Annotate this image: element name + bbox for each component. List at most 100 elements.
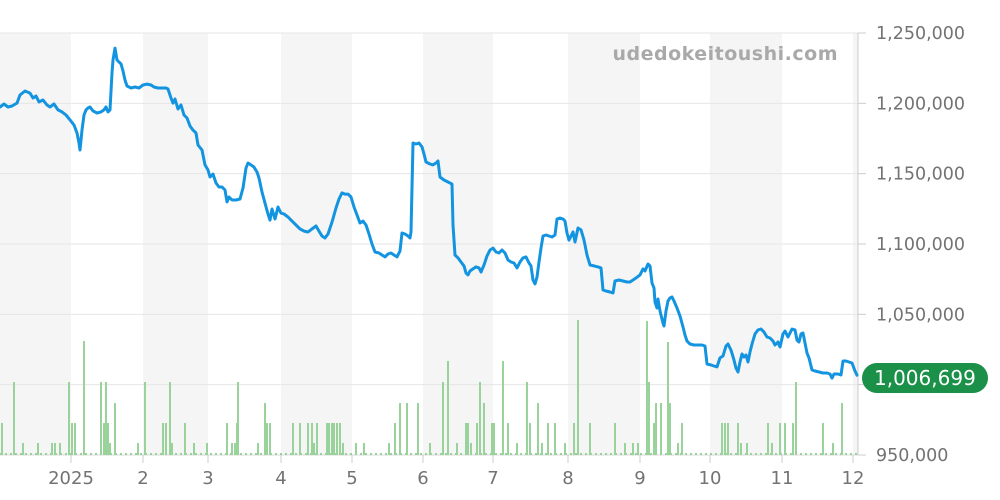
x-axis-label: 12 (842, 468, 865, 489)
volume-bar (311, 423, 313, 455)
volume-bar (493, 423, 495, 455)
volume-bar (564, 443, 566, 455)
volume-bar (646, 321, 648, 455)
volume-bar (107, 423, 109, 455)
y-axis-label: 950,000 (876, 446, 948, 466)
volume-bar (479, 382, 481, 455)
y-axis-label: 1,050,000 (876, 305, 965, 325)
x-axis-label: 2 (137, 468, 148, 489)
volume-bar (165, 423, 167, 455)
last-price-badge: 1,006,699 (862, 363, 988, 393)
volume-bar (355, 443, 357, 455)
volume-bar (429, 443, 431, 455)
volume-bar (51, 443, 53, 455)
x-axis-label: 8 (562, 468, 573, 489)
volume-bar (614, 423, 616, 455)
volume-bar (114, 403, 116, 455)
volume-bar (669, 403, 671, 455)
volume-bar (307, 423, 309, 455)
volume-bar (184, 423, 186, 455)
y-axis-label: 1,100,000 (876, 235, 965, 255)
volume-bar (336, 423, 338, 455)
volume-bar (822, 423, 824, 455)
volume-bar (326, 423, 328, 455)
x-axis-label: 11 (771, 468, 794, 489)
x-axis-label: 2025 (48, 468, 94, 489)
y-axis-label: 1,250,000 (876, 24, 965, 44)
volume-bar (394, 423, 396, 455)
volume-bar (547, 423, 549, 455)
volume-bar (169, 382, 171, 455)
volume-bar (724, 423, 726, 455)
volume-bar (417, 403, 419, 455)
volume-bar (632, 443, 634, 455)
volume-bar (467, 423, 469, 455)
volume-bar (648, 382, 650, 455)
volume-bar (226, 423, 228, 455)
volume-bar (264, 403, 266, 455)
volume-bar (13, 382, 15, 455)
volume-bar (162, 423, 164, 455)
volume-bar (767, 423, 769, 455)
volume-bar (491, 423, 493, 455)
volume-bar (406, 403, 408, 455)
volume-bar (331, 423, 333, 455)
volume-bar (737, 423, 739, 455)
volume-bar (573, 423, 575, 455)
volume-bar (637, 443, 639, 455)
x-axis-label: 4 (275, 468, 286, 489)
x-axis-label: 9 (634, 468, 645, 489)
volume-bar (399, 403, 401, 455)
volume-bar (784, 423, 786, 455)
y-axis-label: 1,150,000 (876, 165, 965, 185)
volume-bar (316, 423, 318, 455)
volume-bar (171, 443, 173, 455)
volume-bar (442, 382, 444, 455)
volume-bar (779, 423, 781, 455)
volume-bar (328, 423, 330, 455)
volume-bar (456, 443, 458, 455)
volume-bar (589, 423, 591, 455)
volume-bar (234, 443, 236, 455)
volume-bar (516, 443, 518, 455)
volume-bar (137, 443, 139, 455)
volume-bar (577, 320, 579, 455)
x-axis-label: 3 (202, 468, 213, 489)
y-axis-label: 1,200,000 (876, 94, 965, 114)
volume-bar (105, 382, 107, 455)
volume-bar (22, 443, 24, 455)
watermark: udedokeitoushi.com (612, 43, 838, 65)
x-axis-label: 7 (487, 468, 498, 489)
volume-bar (269, 423, 271, 455)
volume-bar (554, 423, 556, 455)
x-axis-label: 5 (346, 468, 357, 489)
volume-bar (206, 443, 208, 455)
volume-bar (541, 443, 543, 455)
volume-bar (537, 403, 539, 455)
volume-bar (388, 443, 390, 455)
volume-bar (624, 443, 626, 455)
volume-bar (841, 403, 843, 455)
volume-bar (313, 443, 315, 455)
volume-bar (231, 443, 233, 455)
volume-bar (792, 423, 794, 455)
volume-bar (771, 443, 773, 455)
volume-bar (465, 423, 467, 455)
volume-bar (144, 382, 146, 455)
volume-bar (292, 423, 294, 455)
volume-bar (339, 423, 341, 455)
volume-bar (59, 443, 61, 455)
volume-bar (363, 443, 365, 455)
volume-bar (100, 382, 102, 455)
volume-bar (333, 423, 335, 455)
volume-bar (476, 423, 478, 455)
volume-bar (660, 403, 662, 455)
volume-bar (832, 443, 834, 455)
volume-bar (740, 443, 742, 455)
x-axis-label: 10 (699, 468, 722, 489)
volume-bar (299, 423, 301, 455)
volume-bar (71, 423, 73, 455)
volume-bar (483, 403, 485, 455)
volume-bar (746, 443, 748, 455)
